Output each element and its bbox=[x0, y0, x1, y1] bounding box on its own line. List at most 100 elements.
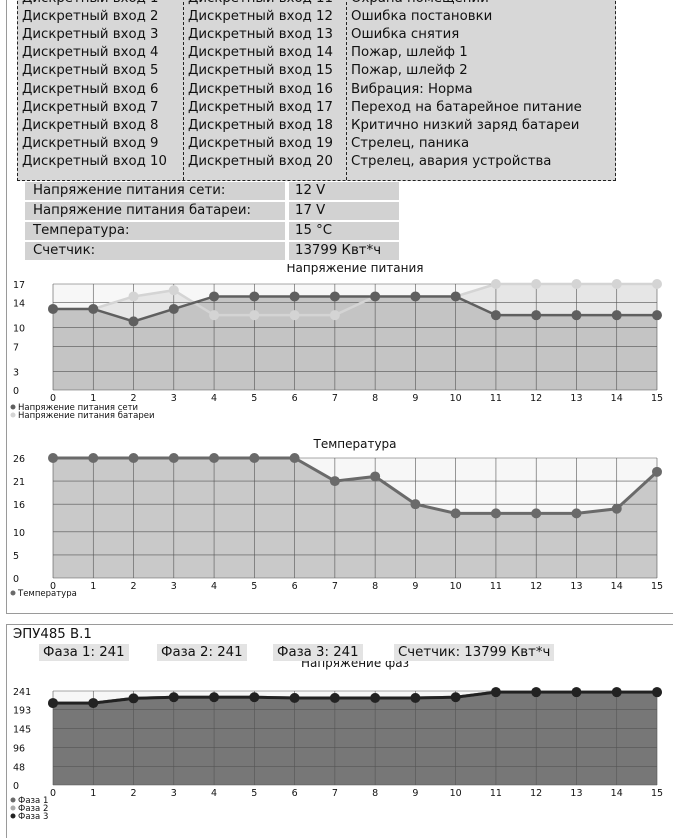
input-label: Дискретный вход 4 bbox=[22, 45, 159, 61]
x-tick-label: 6 bbox=[292, 581, 298, 592]
data-point bbox=[88, 303, 99, 314]
legend-marker bbox=[10, 797, 16, 803]
device-panel-1: Дискретный вход 1Дискретный вход 2 Дискре… bbox=[6, 0, 673, 614]
input-label: Дискретный вход 9 bbox=[22, 135, 159, 151]
legend-marker bbox=[10, 412, 16, 418]
data-point bbox=[652, 279, 662, 289]
input-label: Дискретный вход 20 bbox=[188, 153, 333, 169]
series-line bbox=[53, 282, 657, 317]
data-point bbox=[249, 453, 260, 463]
data-point bbox=[450, 291, 461, 302]
x-tick-label: 6 bbox=[292, 788, 298, 799]
input-state: Критично низкий заряд батареи bbox=[351, 117, 580, 133]
series-area bbox=[53, 296, 657, 390]
param-value: 15 °C bbox=[289, 222, 399, 240]
data-point bbox=[88, 698, 99, 709]
input-label: Дискретный вход 17 bbox=[188, 99, 333, 115]
phase1-reading: Фаза 1: 241 bbox=[39, 644, 129, 661]
data-point bbox=[329, 693, 340, 704]
y-tick-label: 14 bbox=[13, 299, 25, 310]
x-tick-label: 7 bbox=[332, 788, 338, 799]
x-tick-label: 14 bbox=[611, 788, 623, 799]
inputs-column-states: Охрана помещенийОшибка постановки Ошибка … bbox=[346, 0, 616, 180]
input-label: Дискретный вход 7 bbox=[22, 99, 159, 115]
device-title: ЭПУ485 В.1 bbox=[13, 627, 92, 642]
y-tick-label: 5 bbox=[13, 551, 19, 562]
input-state: Вибрация: Норма bbox=[351, 81, 473, 97]
input-state: Охрана помещений bbox=[351, 0, 489, 8]
x-tick-label: 14 bbox=[611, 581, 623, 592]
input-state: Ошибка постановки bbox=[351, 9, 493, 25]
inputs-column-1: Дискретный вход 1Дискретный вход 2 Дискре… bbox=[18, 0, 183, 180]
chart-title: Напряжение питания bbox=[287, 264, 424, 275]
x-tick-label: 8 bbox=[372, 393, 378, 404]
x-tick-label: 2 bbox=[131, 788, 137, 799]
legend-label: Фаза 3 bbox=[18, 812, 48, 822]
y-tick-label: 10 bbox=[13, 528, 25, 539]
x-tick-label: 4 bbox=[211, 581, 217, 592]
input-state: Пожар, шлейф 2 bbox=[351, 63, 468, 79]
x-tick-label: 3 bbox=[171, 581, 177, 592]
legend-label: Напряжение питания сети bbox=[18, 403, 138, 413]
data-point bbox=[531, 310, 542, 321]
data-point bbox=[168, 692, 179, 703]
data-point bbox=[289, 693, 300, 704]
legend-marker bbox=[10, 813, 16, 819]
data-point bbox=[370, 693, 381, 704]
chart-title: Температура bbox=[312, 437, 396, 451]
data-point bbox=[531, 508, 542, 519]
x-tick-label: 7 bbox=[332, 581, 338, 592]
series-area bbox=[53, 692, 657, 785]
input-label: Дискретный вход 2 bbox=[22, 9, 159, 25]
input-state: Пожар, шлейф 1 bbox=[351, 45, 468, 61]
param-row: Напряжение питания сети: 12 V bbox=[25, 181, 401, 201]
data-point bbox=[370, 291, 381, 302]
x-tick-label: 7 bbox=[332, 393, 338, 404]
input-label: Дискретный вход 10 bbox=[22, 153, 167, 169]
x-tick-label: 15 bbox=[651, 788, 663, 799]
data-point bbox=[48, 698, 58, 709]
data-point bbox=[289, 310, 300, 321]
x-tick-label: 12 bbox=[530, 393, 542, 404]
data-point bbox=[48, 303, 58, 314]
data-point bbox=[490, 279, 501, 289]
inputs-column-2: Дискретный вход 11Дискретный вход 12 Диск… bbox=[183, 0, 346, 180]
y-tick-label: 145 bbox=[13, 724, 31, 735]
x-tick-label: 11 bbox=[490, 581, 502, 592]
param-value: 12 V bbox=[289, 182, 399, 200]
x-tick-label: 8 bbox=[372, 788, 378, 799]
data-point bbox=[168, 285, 179, 296]
x-tick-label: 9 bbox=[412, 788, 418, 799]
data-point bbox=[209, 692, 220, 703]
x-tick-label: 15 bbox=[651, 581, 663, 592]
x-tick-label: 9 bbox=[412, 393, 418, 404]
series-area bbox=[53, 458, 657, 578]
input-state: Стрелец, паника bbox=[351, 135, 470, 151]
data-point bbox=[571, 508, 582, 519]
data-point bbox=[249, 291, 260, 302]
input-state: Стрелец, авария устройства bbox=[351, 153, 552, 169]
data-point bbox=[249, 310, 260, 321]
x-tick-label: 4 bbox=[211, 788, 217, 799]
data-point bbox=[128, 316, 139, 327]
data-point bbox=[611, 687, 622, 698]
data-point bbox=[652, 687, 662, 698]
legend-marker bbox=[10, 404, 16, 410]
data-point bbox=[168, 453, 179, 463]
y-tick-label: 241 bbox=[13, 687, 31, 698]
input-label: Дискретный вход 6 bbox=[22, 81, 159, 97]
param-label: Температура: bbox=[25, 222, 285, 240]
input-label: Дискретный вход 15 bbox=[188, 63, 333, 79]
y-tick-label: 96 bbox=[13, 744, 25, 755]
x-tick-label: 15 bbox=[651, 393, 663, 404]
data-point bbox=[531, 279, 542, 289]
y-tick-label: 16 bbox=[13, 500, 25, 511]
data-point bbox=[490, 310, 501, 321]
y-tick-label: 10 bbox=[13, 324, 25, 335]
data-point bbox=[450, 692, 461, 703]
y-tick-label: 0 bbox=[13, 386, 19, 397]
input-label: Дискретный вход 18 bbox=[188, 117, 333, 133]
